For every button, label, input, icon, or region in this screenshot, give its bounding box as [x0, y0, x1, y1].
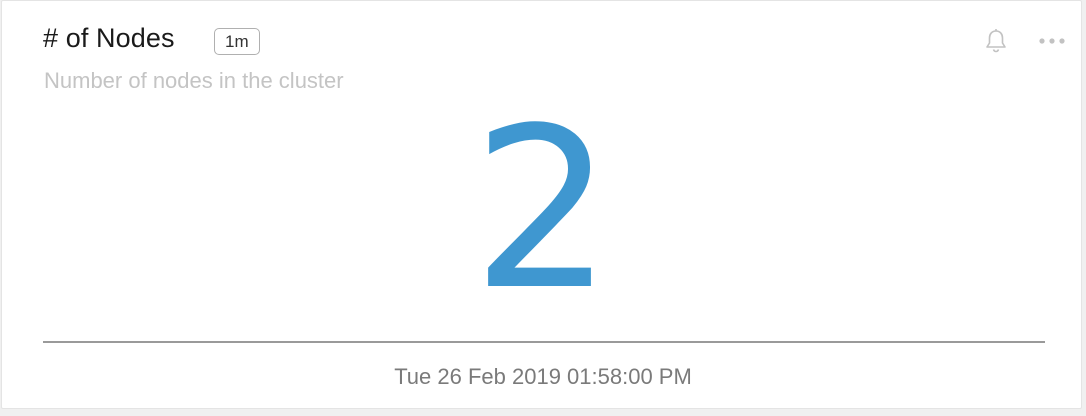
- bell-icon[interactable]: [984, 28, 1008, 54]
- single-stat-widget: # of Nodes 1m Number of nodes in the clu…: [1, 0, 1082, 409]
- widget-subtitle: Number of nodes in the cluster: [44, 68, 344, 93]
- widget-title: # of Nodes: [43, 23, 175, 53]
- last-updated-timestamp: Tue 26 Feb 2019 01:58:00 PM: [394, 364, 692, 389]
- more-options-icon[interactable]: [1038, 31, 1066, 51]
- interval-badge: 1m: [214, 28, 260, 55]
- divider: [43, 341, 1045, 343]
- stat-value: 2: [471, 81, 614, 339]
